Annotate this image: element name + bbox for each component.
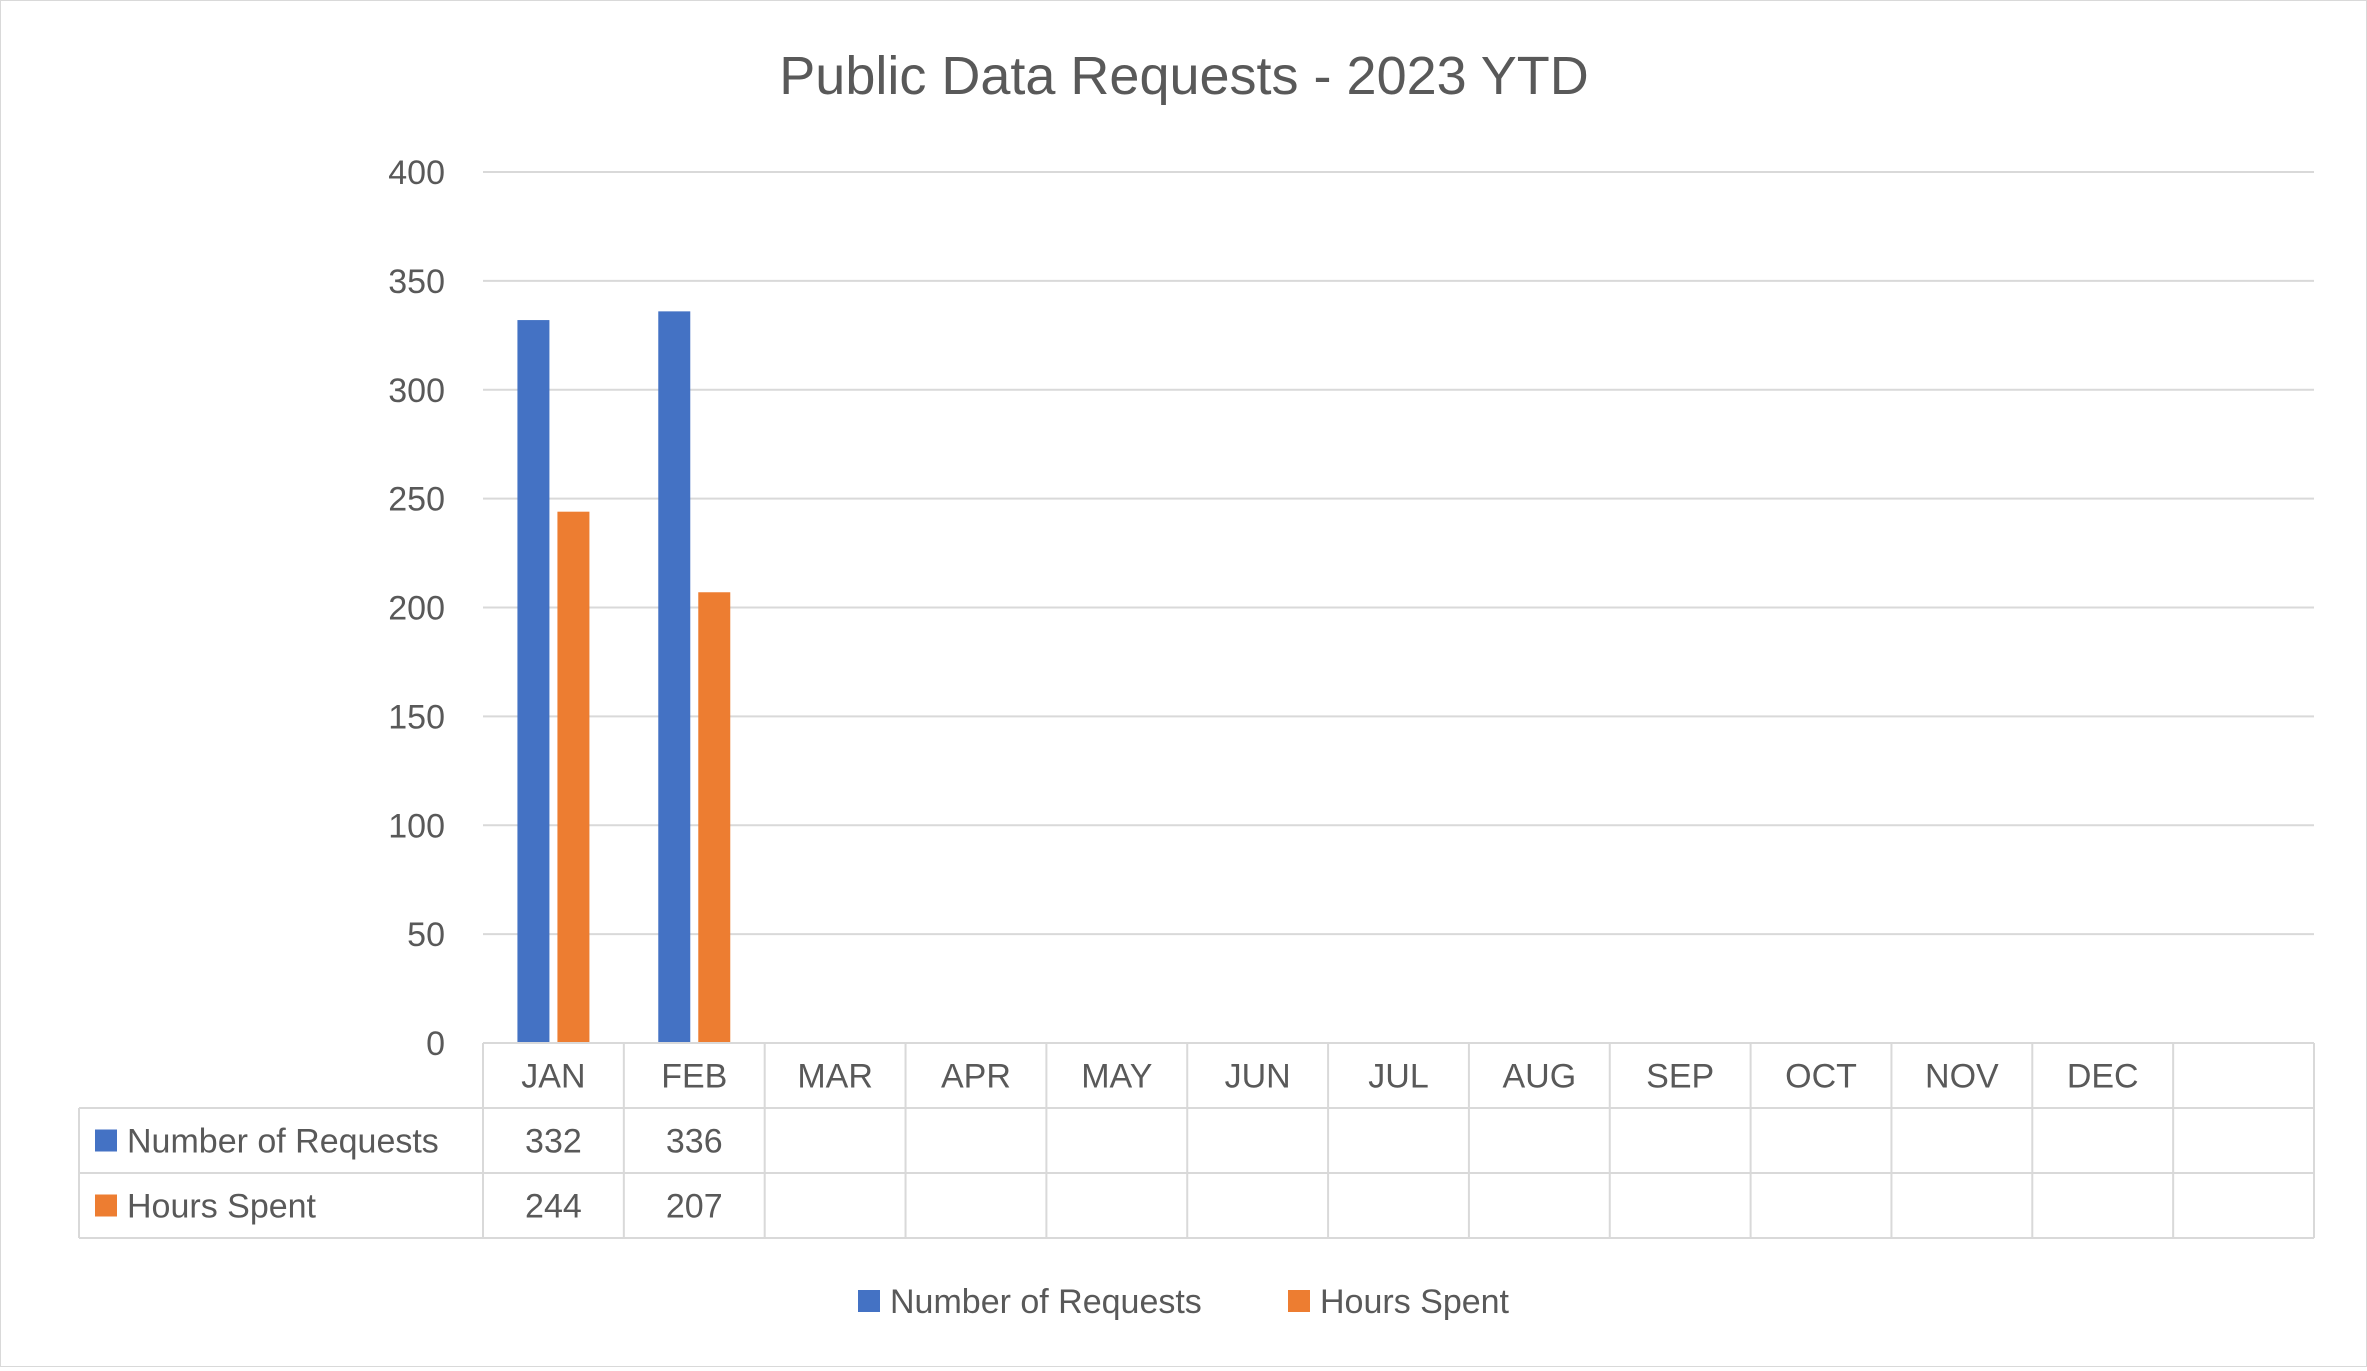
x-tick-label: JUL xyxy=(1368,1058,1428,1096)
x-tick-label: SEP xyxy=(1646,1058,1714,1096)
y-tick-label: 150 xyxy=(388,698,445,736)
x-tick-label: AUG xyxy=(1503,1058,1577,1096)
y-tick-label: 350 xyxy=(388,263,445,301)
table-value: 244 xyxy=(525,1188,582,1226)
y-axis: 0 50 100 150 200 250 300 350 400 xyxy=(388,154,445,1063)
y-tick-label: 50 xyxy=(407,916,445,954)
data-table: JAN FEB MAR APR MAY JUN JUL AUG SEP OCT NOV DEC Numb… xyxy=(78,1042,2315,1239)
table-value: 207 xyxy=(666,1188,723,1226)
x-tick-label: DEC xyxy=(2067,1058,2139,1096)
table-value: 336 xyxy=(666,1123,723,1161)
table-series-label: Number of Requests xyxy=(127,1123,439,1161)
legend-label: Number of Requests xyxy=(890,1283,1202,1321)
bar-feb-1 xyxy=(658,311,691,1043)
table-value: 332 xyxy=(525,1123,582,1161)
y-tick-label: 300 xyxy=(388,372,445,410)
table-series-label: Hours Spent xyxy=(127,1188,317,1226)
table-legend-swatch xyxy=(95,1194,117,1217)
legend-swatch xyxy=(1288,1290,1310,1312)
x-tick-label: JAN xyxy=(521,1058,585,1096)
x-tick-label: MAY xyxy=(1081,1058,1152,1096)
y-tick-label: 400 xyxy=(388,154,445,192)
y-tick-label: 250 xyxy=(388,481,445,519)
legend-swatch xyxy=(858,1290,880,1312)
bars xyxy=(517,311,731,1043)
legend-label: Hours Spent xyxy=(1320,1283,1510,1321)
x-tick-label: JUN xyxy=(1225,1058,1291,1096)
table-legend-swatch xyxy=(95,1129,117,1152)
gridlines xyxy=(483,171,2314,936)
bar-feb-2 xyxy=(698,592,731,1043)
x-tick-label: MAR xyxy=(797,1058,873,1096)
y-tick-label: 200 xyxy=(388,590,445,628)
x-tick-label: FEB xyxy=(661,1058,727,1096)
y-tick-label: 0 xyxy=(426,1025,445,1063)
chart-title: Public Data Requests - 2023 YTD xyxy=(779,46,1588,106)
y-tick-label: 100 xyxy=(388,807,445,845)
legend: Number of Requests Hours Spent xyxy=(858,1283,1510,1321)
x-tick-label: OCT xyxy=(1785,1058,1857,1096)
x-tick-label: APR xyxy=(941,1058,1011,1096)
bar-jan-2 xyxy=(557,511,590,1043)
bar-jan-1 xyxy=(517,320,550,1043)
x-tick-label: NOV xyxy=(1925,1058,1999,1096)
